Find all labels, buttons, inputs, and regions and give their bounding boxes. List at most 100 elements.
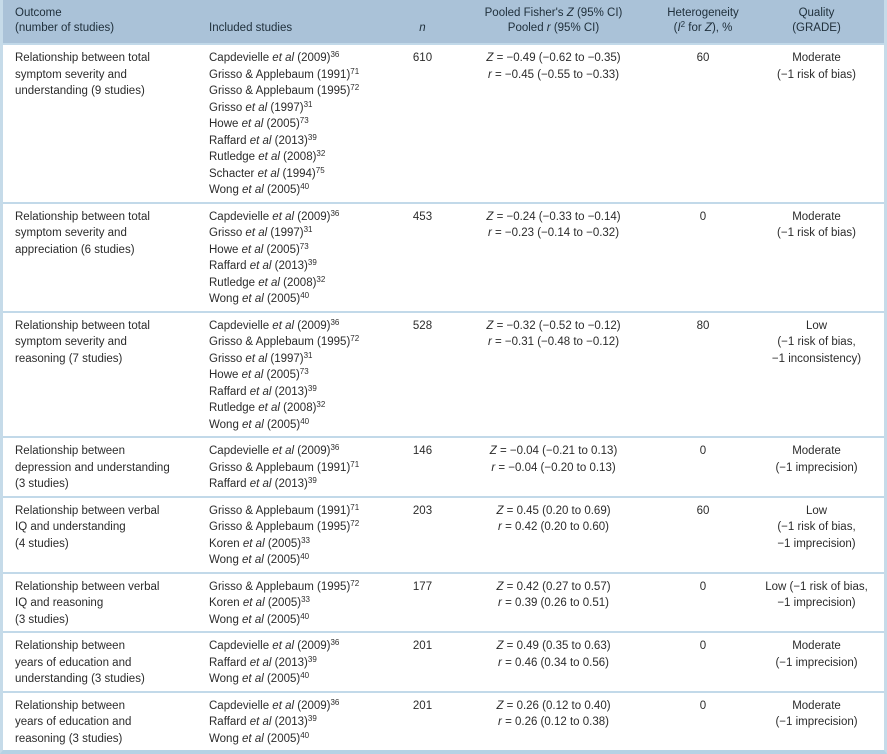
header-line: n bbox=[419, 22, 426, 34]
outcome-line: Relationship between bbox=[15, 699, 125, 712]
outcome-cell: Relationship between depression and under… bbox=[3, 436, 205, 497]
heterogeneity-line: 60 bbox=[696, 504, 710, 517]
pooled-line: Z = 0.49 (0.35 to 0.63) bbox=[496, 640, 611, 652]
studies-line: Koren et al (2005)33 bbox=[209, 535, 310, 550]
header-line: (number of studies) bbox=[15, 22, 115, 34]
outcome-cell: Relationship between total symptom severi… bbox=[3, 310, 205, 437]
pooled-line: Z = −0.32 (−0.52 to −0.12) bbox=[486, 319, 621, 332]
pooled-effect-cell: Z = 0.45 (0.20 to 0.69) r = 0.42 (0.20 to… bbox=[450, 495, 657, 573]
n-line: 177 bbox=[412, 580, 433, 593]
quality-line: (−1 imprecision) bbox=[775, 656, 858, 669]
quality-grade-cell: Low (−1 risk of bias, −1 inconsistency) bbox=[749, 310, 884, 437]
pooled-line: r = −0.45 (−0.55 to −0.33) bbox=[487, 68, 620, 81]
outcome-line: understanding (9 studies) bbox=[15, 85, 145, 97]
sample-size-cell: 201 bbox=[395, 690, 450, 750]
quality-line: (−1 imprecision) bbox=[775, 716, 858, 728]
pooled-effect-cell: Z = −0.24 (−0.33 to −0.14) r = −0.23 (−0.… bbox=[450, 201, 657, 312]
quality-line: Moderate bbox=[792, 445, 841, 457]
studies-line: Wong et al (2005)40 bbox=[209, 291, 310, 305]
quality-line: −1 inconsistency) bbox=[771, 352, 862, 365]
n-line: 146 bbox=[412, 445, 433, 457]
quality-line: Low (−1 risk of bias, bbox=[765, 580, 868, 593]
studies-line: Rutledge et al (2008)32 bbox=[209, 274, 326, 289]
outcome-line: understanding (3 studies) bbox=[15, 673, 145, 685]
quality-line: Low bbox=[805, 504, 828, 517]
sample-size-cell: 201 bbox=[395, 631, 450, 692]
studies-line: Capdevielle et al (2009)36 bbox=[209, 208, 340, 223]
quality-line: Moderate bbox=[792, 699, 841, 712]
pooled-line: Z = 0.26 (0.12 to 0.40) bbox=[496, 699, 611, 712]
heterogeneity-cell: 60 bbox=[657, 495, 749, 573]
column-header-studies: Included studies bbox=[205, 0, 395, 44]
table-row: Relationship between years of education a… bbox=[3, 631, 884, 692]
table-row: Relationship between depression and under… bbox=[3, 436, 884, 497]
included-studies-cell: Capdevielle et al (2009)36 Raffard et al … bbox=[205, 631, 395, 692]
studies-line: Koren et al (2005)33 bbox=[209, 595, 310, 609]
pooled-line: Z = −0.24 (−0.33 to −0.14) bbox=[486, 210, 621, 223]
column-header-n: n bbox=[395, 0, 450, 44]
studies-line: Raffard et al (2013)39 bbox=[209, 476, 317, 490]
table-row: Relationship between total symptom severi… bbox=[3, 43, 884, 203]
sample-size-cell: 146 bbox=[395, 436, 450, 497]
quality-line: −1 imprecision) bbox=[777, 537, 856, 550]
outcome-line: Relationship between total bbox=[15, 319, 150, 332]
pooled-line: Z = 0.45 (0.20 to 0.69) bbox=[496, 504, 611, 517]
outcome-line: Relationship between bbox=[15, 445, 125, 457]
grade-evidence-table: Outcome (number of studies) Included studi… bbox=[3, 0, 884, 750]
pooled-effect-cell: Z = −0.49 (−0.62 to −0.35) r = −0.45 (−0.… bbox=[450, 43, 657, 203]
included-studies-cell: Capdevielle et al (2009)36 Grisso & Apple… bbox=[205, 43, 395, 203]
quality-grade-cell: Low (−1 risk of bias, −1 imprecision) bbox=[749, 571, 884, 632]
quality-line: (−1 imprecision) bbox=[775, 461, 858, 474]
included-studies-cell: Capdevielle et al (2009)36 Grisso & Apple… bbox=[205, 436, 395, 497]
table-header-row: Outcome (number of studies) Included studi… bbox=[3, 0, 884, 44]
quality-grade-cell: Moderate (−1 imprecision) bbox=[749, 436, 884, 497]
pooled-effect-cell: Z = 0.42 (0.27 to 0.57) r = 0.39 (0.26 to… bbox=[450, 571, 657, 632]
pooled-effect-cell: Z = 0.49 (0.35 to 0.63) r = 0.46 (0.34 to… bbox=[450, 631, 657, 692]
n-line: 610 bbox=[412, 52, 433, 64]
studies-line: Howe et al (2005)73 bbox=[209, 367, 309, 381]
pooled-line: Z = −0.04 (−0.21 to 0.13) bbox=[489, 445, 618, 457]
header-line: (I2 for Z), % bbox=[673, 20, 733, 34]
studies-line: Grisso et al (1997)31 bbox=[209, 225, 313, 239]
table-row: Relationship between years of education a… bbox=[3, 690, 884, 750]
studies-line: Capdevielle et al (2009)36 bbox=[209, 50, 340, 64]
included-studies-cell: Capdevielle et al (2009)36 Grisso & Apple… bbox=[205, 310, 395, 437]
table-row: Relationship between total symptom severi… bbox=[3, 201, 884, 312]
included-studies-cell: Capdevielle et al (2009)36 Raffard et al … bbox=[205, 690, 395, 750]
quality-line: −1 imprecision) bbox=[777, 597, 856, 609]
quality-line: (−1 risk of bias, bbox=[777, 521, 856, 533]
studies-line: Wong et al (2005)40 bbox=[209, 182, 310, 196]
pooled-line: Z = 0.42 (0.27 to 0.57) bbox=[496, 580, 611, 593]
pooled-effect-cell: Z = 0.26 (0.12 to 0.40) r = 0.26 (0.12 to… bbox=[450, 690, 657, 750]
studies-line: Grisso et al (1997)31 bbox=[209, 350, 313, 365]
quality-line: (−1 risk of bias) bbox=[777, 227, 856, 239]
header-line: Included studies bbox=[209, 22, 293, 34]
outcome-line: Relationship between verbal bbox=[15, 580, 160, 593]
header-line: Pooled Fisher's Z (95% CI) bbox=[484, 7, 623, 19]
outcome-cell: Relationship between verbal IQ and unders… bbox=[3, 495, 205, 573]
n-line: 528 bbox=[412, 319, 433, 332]
studies-line: Schacter et al (1994)75 bbox=[209, 165, 325, 180]
outcome-line: symptom severity and bbox=[15, 227, 127, 239]
studies-line: Raffard et al (2013)39 bbox=[209, 383, 317, 398]
outcome-line: (4 studies) bbox=[15, 537, 69, 550]
column-header-quality: Quality (GRADE) bbox=[749, 0, 884, 44]
heterogeneity-cell: 0 bbox=[657, 631, 749, 692]
quality-grade-cell: Moderate (−1 imprecision) bbox=[749, 631, 884, 692]
studies-line: Grisso & Applebaum (1995)72 bbox=[209, 83, 360, 97]
heterogeneity-line: 0 bbox=[699, 210, 707, 223]
studies-line: Raffard et al (2013)39 bbox=[209, 258, 317, 272]
n-line: 201 bbox=[412, 640, 433, 652]
outcome-line: IQ and understanding bbox=[15, 521, 126, 533]
studies-line: Rutledge et al (2008)32 bbox=[209, 149, 326, 163]
quality-grade-cell: Low (−1 risk of bias, −1 imprecision) bbox=[749, 495, 884, 573]
heterogeneity-cell: 0 bbox=[657, 690, 749, 750]
outcome-line: Relationship between verbal bbox=[15, 504, 160, 517]
heterogeneity-cell: 0 bbox=[657, 201, 749, 312]
studies-line: Wong et al (2005)40 bbox=[209, 552, 310, 566]
included-studies-cell: Capdevielle et al (2009)36 Grisso et al (… bbox=[205, 201, 395, 312]
studies-line: Howe et al (2005)73 bbox=[209, 241, 309, 256]
sample-size-cell: 528 bbox=[395, 310, 450, 437]
table-body: Relationship between total symptom severi… bbox=[3, 43, 884, 750]
